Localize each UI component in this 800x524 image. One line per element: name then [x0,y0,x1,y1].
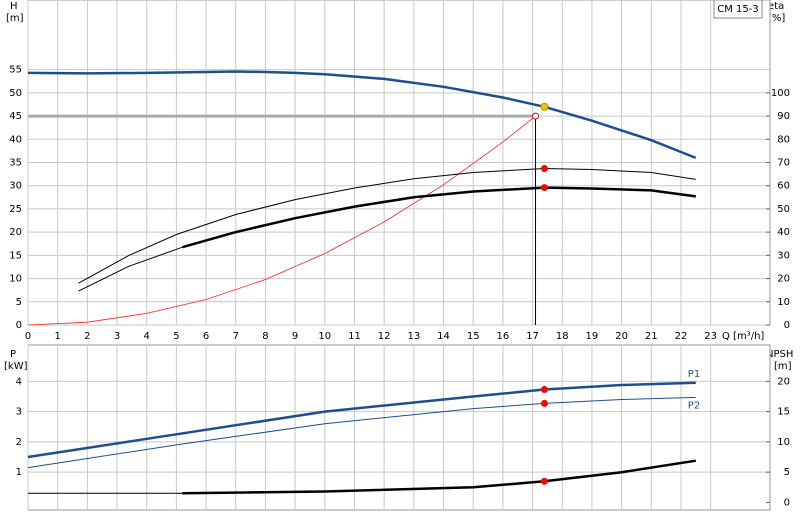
y-tick-label: 50 [9,88,22,99]
y-axis-label: H [10,1,18,12]
x-tick-label: 10 [318,331,331,342]
y-tick-label: 45 [9,111,22,122]
y2-axis-unit: [m] [774,361,792,372]
y2-tick-label: 15 [777,407,790,418]
x-tick-label: 22 [675,331,688,342]
y-tick-label: 2 [16,437,22,448]
operating-point [540,165,548,173]
x-tick-label: 17 [526,331,539,342]
y-tick-label: 1 [16,467,22,478]
y-tick-label: 4 [16,376,22,387]
y2-tick-label: 20 [777,376,790,387]
y-tick-label: 55 [9,65,22,76]
y-tick-label: 0 [16,320,22,331]
curve [27,70,697,160]
y2-tick-label: 10 [777,297,790,308]
y2-tick-label: 70 [777,158,790,169]
x-tick-label: 2 [84,331,90,342]
x-tick-label: 16 [497,331,510,342]
x-tick-label: 23 [704,331,717,342]
series-label: P1 [688,369,700,380]
operating-point [540,102,549,111]
y-tick-label: 25 [9,204,22,215]
y2-tick-label: 50 [777,204,790,215]
duty-point [532,112,540,120]
x-tick-label: 7 [233,331,239,342]
y2-axis-unit: [%] [768,13,785,24]
y2-tick-label: 30 [777,250,790,261]
x-tick-label: 15 [467,331,480,342]
x-tick-label: 12 [378,331,391,342]
y-tick-label: 3 [16,407,22,418]
x-tick-label: 13 [407,331,420,342]
y2-tick-label: 40 [777,227,790,238]
title-box [713,0,763,19]
y2-tick-label: 0 [784,320,790,331]
y-tick-label: 35 [9,158,22,169]
y2-tick-label: 90 [777,111,790,122]
y2-tick-label: 20 [777,274,790,285]
y2-tick-label: 0 [784,497,790,508]
y2-axis-label: NPSH [766,349,793,360]
y2-tick-label: 10 [777,437,790,448]
operating-point [540,477,548,485]
x-tick-label: 11 [348,331,361,342]
x-tick-label: 5 [173,331,179,342]
y-axis-unit: [m] [6,13,24,24]
curve [78,167,696,284]
curve [78,246,183,292]
chart-title: CM 15-3 [717,4,758,15]
y-tick-label: 5 [16,297,22,308]
y-tick-label: 15 [9,250,22,261]
curve [27,396,696,469]
y-tick-label: 20 [9,227,22,238]
y2-axis-label: eta [768,1,784,12]
y2-tick-label: 60 [777,181,790,192]
x-tick-label: 6 [203,331,209,342]
x-tick-label: 20 [615,331,628,342]
y2-tick-label: 5 [784,467,790,478]
operating-point [540,184,548,192]
x-tick-label: 9 [292,331,298,342]
x-tick-label: 19 [586,331,599,342]
x-tick-label: 14 [437,331,450,342]
y-axis-label: P [10,349,16,360]
y-tick-label: 10 [9,274,22,285]
x-tick-label: 4 [144,331,150,342]
x-tick-label: 1 [54,331,60,342]
y-tick-label: 30 [9,181,22,192]
x-tick-label: 3 [114,331,120,342]
operating-point [540,399,548,407]
series-label: P2 [688,400,700,411]
curve [182,459,696,495]
x-axis-label: Q [m³/h] [722,331,764,342]
y-axis-unit: [kW] [4,361,28,372]
x-tick-label: 8 [262,331,268,342]
x-tick-label: 21 [645,331,658,342]
y2-tick-label: 100 [771,88,790,99]
operating-point [540,386,548,394]
x-tick-label: 0 [25,331,31,342]
plot-area [27,344,771,511]
y-tick-label: 40 [9,134,22,145]
curve [27,115,536,326]
x-tick-label: 18 [556,331,569,342]
curve [27,381,696,459]
curve [181,186,696,249]
y2-tick-label: 80 [777,134,790,145]
